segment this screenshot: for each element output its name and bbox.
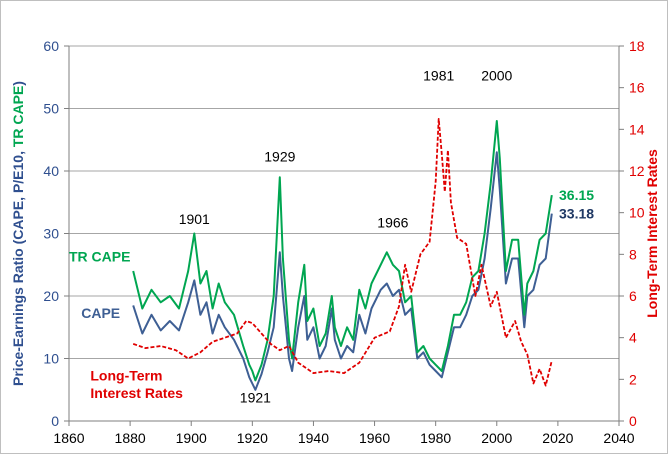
- right-tick-label: 14: [629, 121, 645, 137]
- x-tick-label: 1880: [115, 430, 146, 446]
- right-tick-label: 6: [629, 288, 637, 304]
- labels-layer: 1901 1929 1921 1966 1981 2000 TR CAPE CAPE Long-…: [69, 67, 594, 405]
- annotation-1981: 1981: [423, 67, 454, 83]
- axes: 1860 1880 1900 1920 1940 1960 1980 2000 2020 2040…: [43, 38, 644, 446]
- x-tick-label: 2040: [603, 430, 634, 446]
- x-tick-label: 1860: [53, 430, 84, 446]
- x-tick-label: 1920: [237, 430, 268, 446]
- x-tick-label: 1940: [298, 430, 329, 446]
- long-term-interest-rates-line: [132, 118, 553, 387]
- left-tick-label: 10: [43, 351, 59, 367]
- right-tick-label: 10: [629, 205, 645, 221]
- right-tick-label: 4: [629, 330, 637, 346]
- left-axis-title-part: TR CAPE: [10, 86, 26, 147]
- right-tick-label: 8: [629, 246, 637, 262]
- x-tick-label: 1980: [420, 430, 451, 446]
- end-value-label: 33.18: [559, 206, 594, 222]
- series-label: TR CAPE: [69, 249, 130, 265]
- x-tick-label: 2000: [481, 430, 512, 446]
- x-tick-label: 1960: [359, 430, 390, 446]
- series-label: Interest Rates: [90, 385, 183, 401]
- left-tick-label: 50: [43, 101, 59, 117]
- end-value-label: 36.15: [559, 187, 594, 203]
- right-tick-label: 18: [629, 38, 645, 54]
- left-axis-title: Price-Earnings Ratio (CAPE, P/E10, TR CA…: [10, 81, 26, 386]
- series-layer: [132, 118, 553, 391]
- left-tick-label: 40: [43, 163, 59, 179]
- right-tick-label: 16: [629, 80, 645, 96]
- annotation-1966: 1966: [377, 214, 408, 230]
- series-label: CAPE: [81, 305, 120, 321]
- series-label: Long-Term: [90, 367, 162, 383]
- x-tick-label: 1900: [176, 430, 207, 446]
- right-tick-label: 2: [629, 371, 637, 387]
- right-axis-title: Long-Term Interest Rates: [644, 149, 660, 318]
- cape-line: [132, 151, 553, 391]
- left-tick-label: 30: [43, 226, 59, 242]
- left-axis-title-part: Price-Earnings Ratio (CAPE, P/E10,: [10, 147, 26, 386]
- right-tick-label: 0: [629, 413, 637, 429]
- left-tick-label: 60: [43, 38, 59, 54]
- left-tick-label: 20: [43, 288, 59, 304]
- annotation-1929: 1929: [264, 149, 295, 165]
- tr-cape-line: [132, 120, 553, 382]
- left-tick-label: 0: [51, 413, 59, 429]
- left-axis-title-part: ): [10, 81, 26, 86]
- gridlines: [69, 45, 619, 422]
- annotation-1901: 1901: [179, 211, 210, 227]
- right-tick-label: 12: [629, 163, 645, 179]
- annotation-2000: 2000: [481, 67, 512, 83]
- x-tick-label: 2020: [542, 430, 573, 446]
- annotation-1921: 1921: [240, 389, 271, 405]
